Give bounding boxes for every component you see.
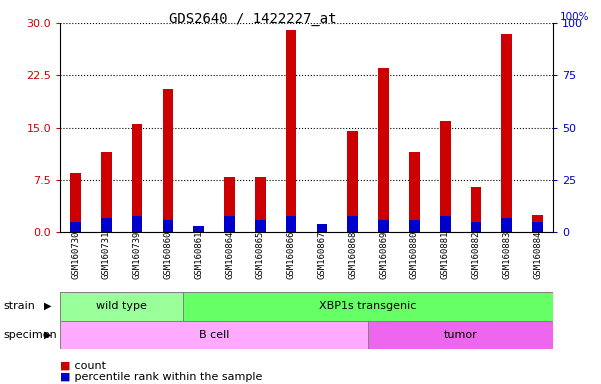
Bar: [101, 152, 112, 232]
Bar: [60, 292, 183, 321]
Text: wild type: wild type: [96, 301, 147, 311]
Text: tumor: tumor: [444, 330, 477, 340]
Bar: [224, 177, 235, 232]
Bar: [378, 220, 389, 232]
Bar: [347, 215, 358, 232]
Text: GSM160860: GSM160860: [163, 230, 172, 279]
Bar: [317, 224, 328, 232]
Bar: [532, 222, 543, 232]
Bar: [378, 68, 389, 232]
Text: percentile rank within the sample: percentile rank within the sample: [71, 372, 262, 382]
Bar: [440, 121, 451, 232]
Bar: [70, 173, 81, 232]
Text: XBP1s transgenic: XBP1s transgenic: [319, 301, 417, 311]
Text: GSM160730: GSM160730: [71, 230, 80, 279]
Bar: [194, 230, 204, 232]
Bar: [471, 187, 481, 232]
Bar: [347, 131, 358, 232]
Text: ▶: ▶: [44, 330, 51, 340]
Bar: [409, 152, 419, 232]
Text: ■: ■: [60, 361, 70, 371]
Bar: [285, 30, 296, 232]
Text: count: count: [71, 361, 106, 371]
Text: GSM160861: GSM160861: [194, 230, 203, 279]
Text: GSM160865: GSM160865: [256, 230, 265, 279]
Text: GSM160883: GSM160883: [502, 230, 511, 279]
Text: GSM160882: GSM160882: [471, 230, 480, 279]
Bar: [132, 215, 142, 232]
Text: GSM160864: GSM160864: [225, 230, 234, 279]
Text: specimen: specimen: [3, 330, 56, 340]
Text: GSM160881: GSM160881: [441, 230, 450, 279]
Bar: [60, 321, 368, 349]
Text: GDS2640 / 1422227_at: GDS2640 / 1422227_at: [169, 12, 336, 25]
Bar: [317, 224, 328, 232]
Bar: [368, 321, 553, 349]
Bar: [183, 292, 553, 321]
Bar: [440, 215, 451, 232]
Bar: [70, 222, 81, 232]
Bar: [285, 215, 296, 232]
Bar: [409, 220, 419, 232]
Bar: [224, 215, 235, 232]
Text: B cell: B cell: [199, 330, 230, 340]
Bar: [255, 220, 266, 232]
Bar: [101, 218, 112, 232]
Bar: [162, 220, 173, 232]
Text: 100%: 100%: [560, 12, 590, 22]
Bar: [132, 124, 142, 232]
Bar: [194, 226, 204, 232]
Text: GSM160731: GSM160731: [102, 230, 111, 279]
Text: GSM160880: GSM160880: [410, 230, 419, 279]
Bar: [532, 215, 543, 232]
Bar: [501, 33, 512, 232]
Text: GSM160868: GSM160868: [348, 230, 357, 279]
Text: strain: strain: [3, 301, 35, 311]
Text: GSM160739: GSM160739: [133, 230, 142, 279]
Text: ▶: ▶: [44, 301, 51, 311]
Bar: [255, 177, 266, 232]
Text: GSM160866: GSM160866: [287, 230, 296, 279]
Bar: [501, 218, 512, 232]
Text: GSM160884: GSM160884: [533, 230, 542, 279]
Text: GSM160867: GSM160867: [317, 230, 326, 279]
Bar: [162, 89, 173, 232]
Text: GSM160869: GSM160869: [379, 230, 388, 279]
Bar: [471, 222, 481, 232]
Text: ■: ■: [60, 372, 70, 382]
